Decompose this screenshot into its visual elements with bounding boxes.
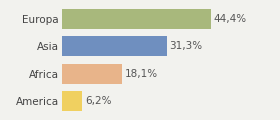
Text: 18,1%: 18,1% <box>125 69 158 79</box>
Text: 6,2%: 6,2% <box>85 96 112 106</box>
Bar <box>62 36 167 56</box>
Bar <box>62 64 122 84</box>
Text: 31,3%: 31,3% <box>169 41 203 51</box>
Text: 44,4%: 44,4% <box>213 14 247 24</box>
Bar <box>62 9 211 29</box>
Bar <box>62 91 82 111</box>
